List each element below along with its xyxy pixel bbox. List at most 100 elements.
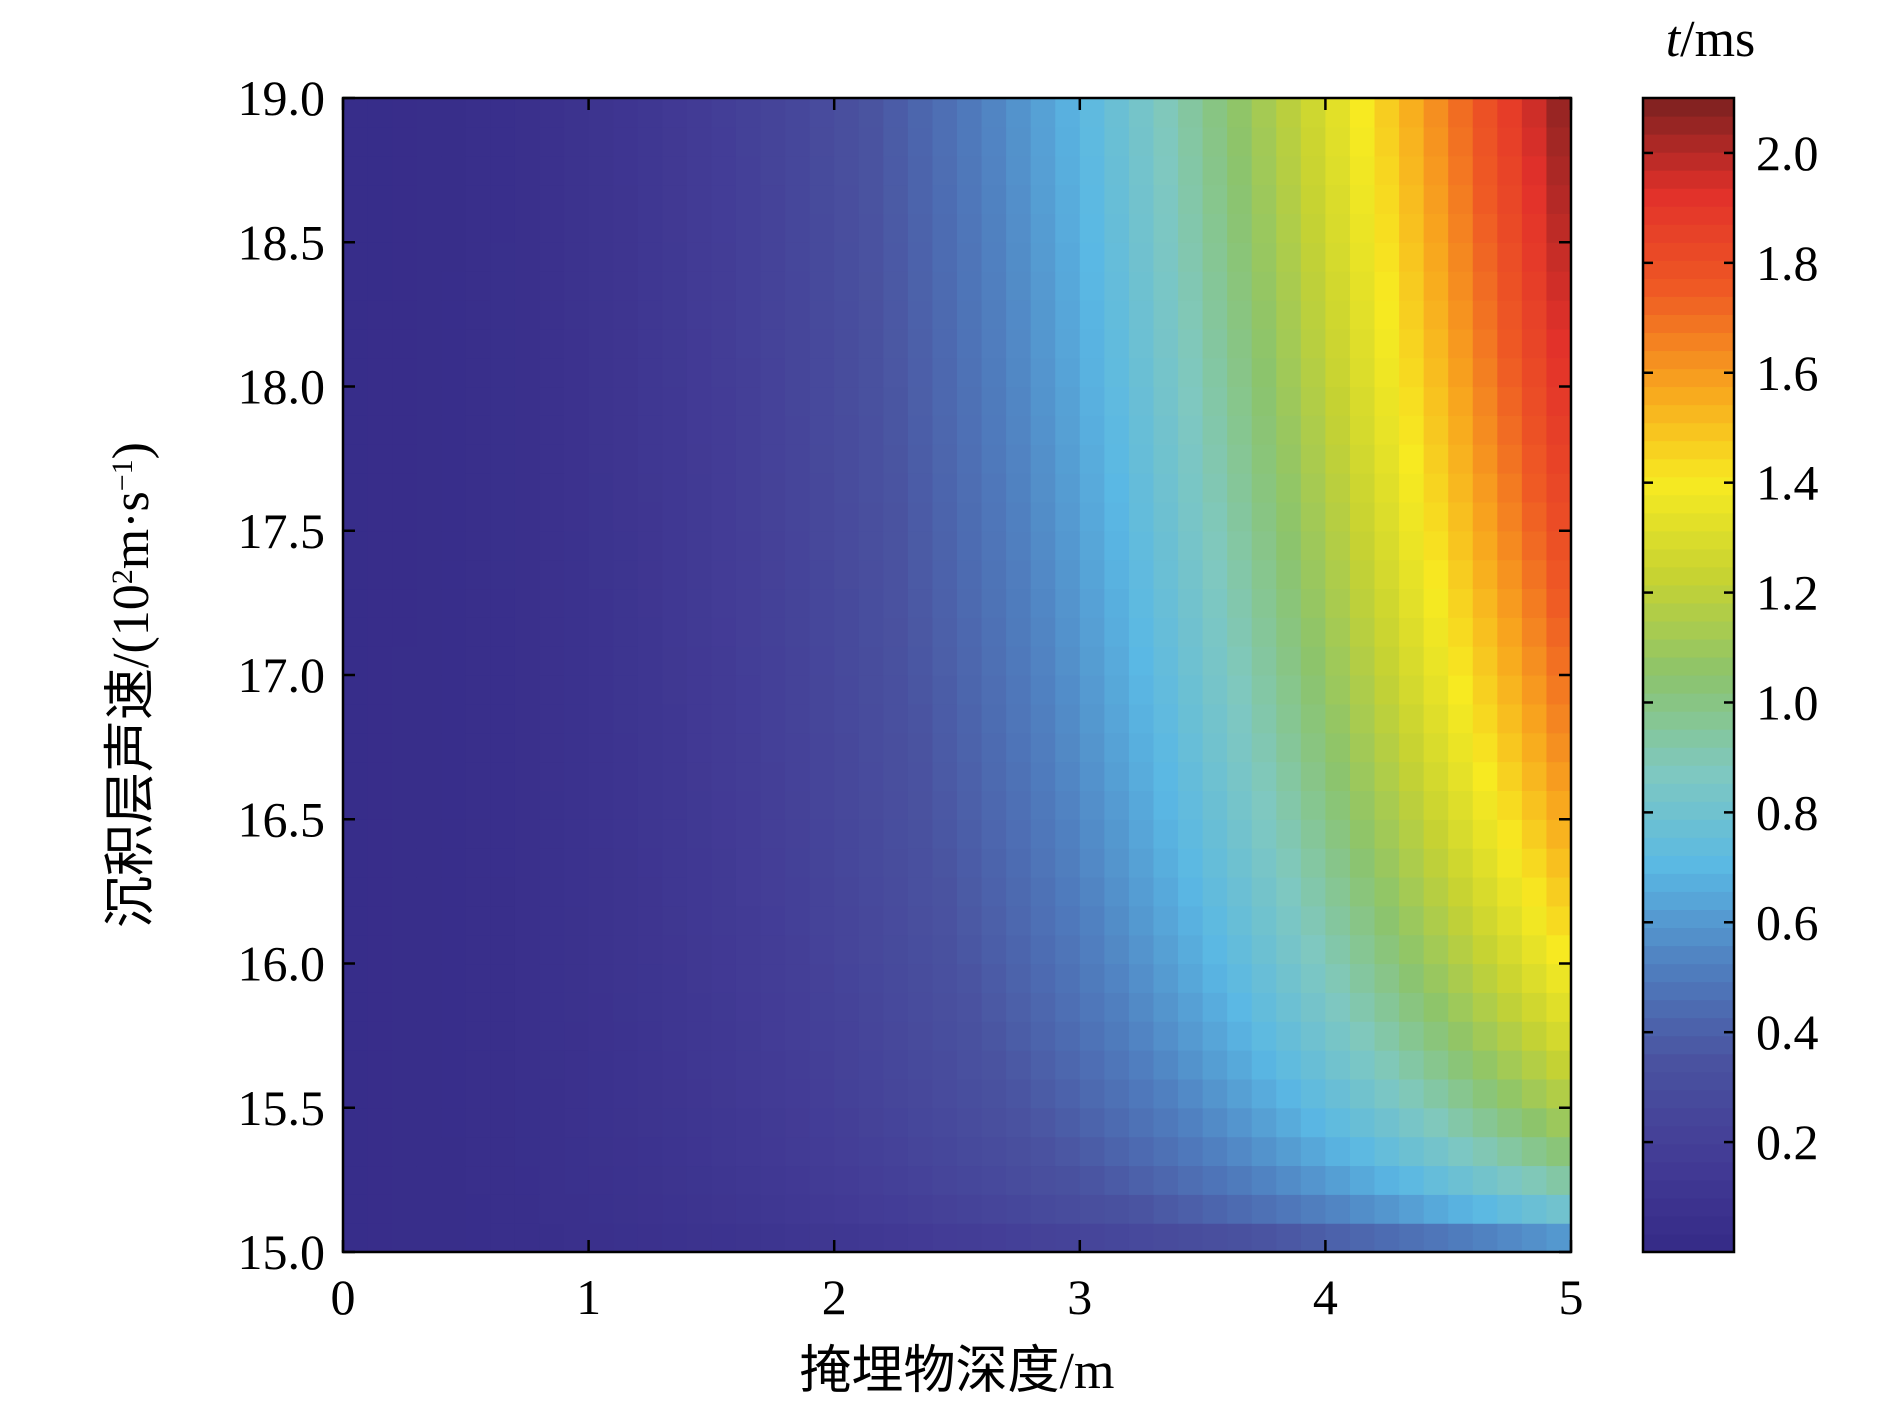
heatmap-cell	[1546, 992, 1572, 1022]
heatmap-cell	[1546, 1136, 1572, 1167]
heatmap-cell	[907, 934, 934, 965]
heatmap-cell	[662, 126, 688, 157]
heatmap-cell	[957, 1078, 983, 1109]
heatmap-cell	[1325, 1078, 1351, 1109]
heatmap-cell	[1055, 1050, 1081, 1080]
heatmap-cell	[711, 1223, 737, 1253]
heatmap-cell	[1227, 646, 1253, 676]
heatmap-cell	[809, 646, 835, 676]
heatmap-cell	[1546, 184, 1572, 214]
heatmap-cell	[1153, 501, 1179, 532]
heatmap-cell	[785, 1223, 811, 1253]
heatmap-cell	[1202, 1194, 1228, 1224]
heatmap-cell	[392, 98, 418, 128]
heatmap-cell	[1349, 703, 1376, 734]
heatmap-cell	[343, 357, 369, 388]
heatmap-cell	[1202, 213, 1228, 243]
heatmap-cell	[490, 905, 516, 936]
heatmap-cell	[1128, 992, 1155, 1022]
heatmap-cell	[1202, 819, 1228, 849]
colorbar-step	[1643, 494, 1734, 514]
heatmap-cell	[809, 934, 835, 965]
heatmap-cell	[1128, 473, 1155, 503]
heatmap-cell	[1227, 242, 1253, 272]
heatmap-cell	[785, 328, 811, 359]
heatmap-cell	[416, 155, 442, 186]
heatmap-cell	[441, 963, 467, 993]
heatmap-cell	[1399, 271, 1425, 301]
heatmap-cell	[588, 761, 614, 791]
heatmap-cell	[858, 530, 884, 561]
heatmap-cell	[588, 242, 614, 272]
heatmap-cell	[343, 905, 369, 936]
heatmap-cell	[1497, 271, 1523, 301]
heatmap-cell	[1104, 1107, 1130, 1138]
heatmap-cell	[1472, 703, 1498, 734]
heatmap-cell	[490, 473, 516, 503]
heatmap-cell	[1521, 848, 1548, 878]
heatmap-cell	[686, 1078, 712, 1109]
heatmap-cell	[981, 1165, 1007, 1195]
heatmap-cell	[514, 357, 541, 388]
heatmap-cell	[465, 848, 491, 878]
heatmap-cell	[981, 1021, 1007, 1051]
heatmap-cell	[1325, 473, 1351, 503]
heatmap-cell	[343, 617, 369, 647]
heatmap-cell	[343, 213, 369, 243]
heatmap-cell	[785, 992, 811, 1022]
x-axis-label: 掩埋物深度/m	[800, 1343, 1115, 1400]
heatmap-cell	[1349, 617, 1376, 647]
heatmap-cell	[637, 934, 663, 965]
heatmap-cell	[392, 1223, 418, 1253]
heatmap-cell	[392, 1165, 418, 1195]
heatmap-cell	[637, 761, 663, 791]
heatmap-cell	[662, 703, 688, 734]
heatmap-cell	[1030, 761, 1056, 791]
heatmap-cell	[1055, 1021, 1081, 1051]
heatmap-cell	[613, 1165, 639, 1195]
heatmap-cell	[957, 1107, 983, 1138]
heatmap-cell	[343, 703, 369, 734]
heatmap-cell	[588, 357, 614, 388]
heatmap-cell	[1079, 876, 1105, 907]
heatmap-cell	[1399, 1050, 1425, 1080]
heatmap-cell	[957, 761, 983, 791]
heatmap-cell	[1472, 1136, 1498, 1167]
heatmap-cell	[588, 1165, 614, 1195]
heatmap-cell	[1055, 357, 1081, 388]
heatmap-cell	[1497, 444, 1523, 474]
heatmap-cell	[760, 848, 786, 878]
heatmap-cell	[1472, 905, 1498, 936]
heatmap-cell	[1325, 242, 1351, 272]
heatmap-cell	[1227, 559, 1253, 590]
heatmap-cell	[588, 934, 614, 965]
heatmap-cell	[711, 473, 737, 503]
heatmap-cell	[907, 761, 934, 791]
heatmap-cell	[1251, 184, 1277, 214]
heatmap-cell	[613, 761, 639, 791]
heatmap-cell	[760, 126, 786, 157]
heatmap-cell	[637, 415, 663, 445]
heatmap-cell	[1055, 1223, 1081, 1253]
heatmap-cell	[1325, 126, 1351, 157]
heatmap-cell	[588, 1223, 614, 1253]
heatmap-cell	[613, 559, 639, 590]
heatmap-cell	[1251, 501, 1277, 532]
heatmap-cell	[490, 501, 516, 532]
heatmap-cell	[1546, 415, 1572, 445]
heatmap-cell	[1153, 155, 1179, 186]
heatmap-cell	[907, 1107, 934, 1138]
heatmap-cell	[1178, 675, 1204, 705]
heatmap-cell	[1521, 415, 1548, 445]
heatmap-cell	[564, 675, 590, 705]
heatmap-cell	[711, 155, 737, 186]
heatmap-cell	[1521, 126, 1548, 157]
heatmap-cell	[588, 1050, 614, 1080]
heatmap-cell	[1227, 501, 1253, 532]
heatmap-cell	[1546, 819, 1572, 849]
heatmap-cell	[416, 415, 442, 445]
heatmap-cell	[1178, 848, 1204, 878]
heatmap-cell	[392, 646, 418, 676]
heatmap-cell	[1227, 271, 1253, 301]
heatmap-cell	[662, 530, 688, 561]
